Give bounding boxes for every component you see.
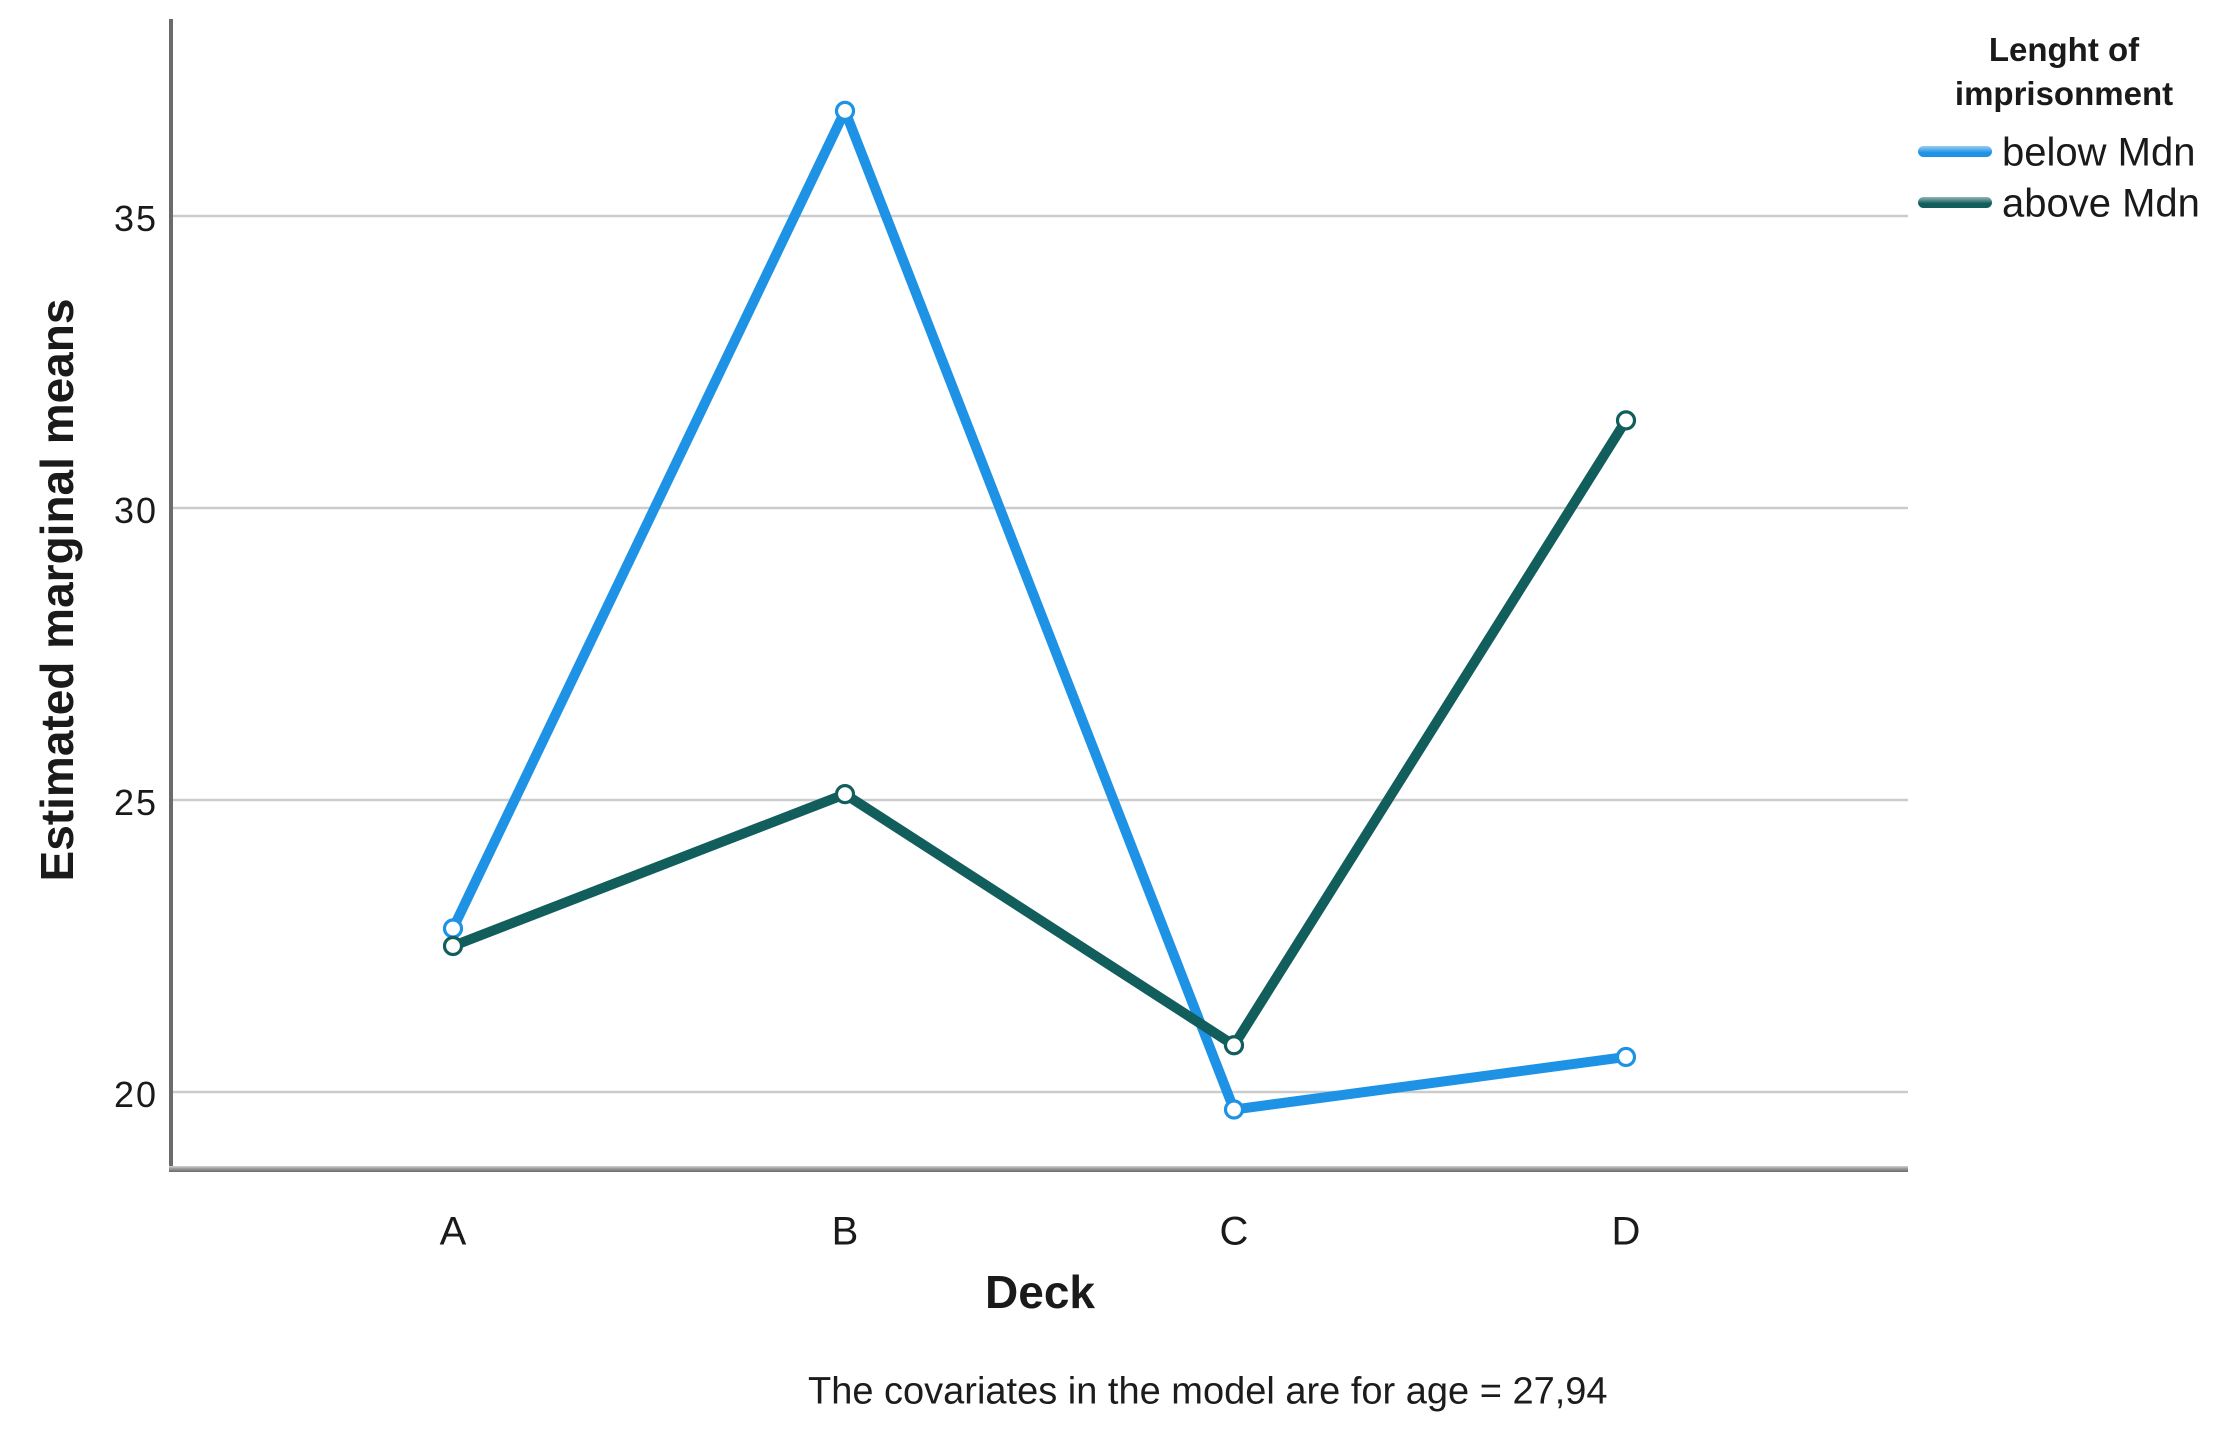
y-tick-label: 20 xyxy=(113,1074,158,1115)
data-point-marker xyxy=(834,100,856,121)
y-tick-label: 30 xyxy=(113,490,158,531)
data-point-marker xyxy=(1223,1099,1245,1120)
series-line-above-mdn xyxy=(448,415,1631,1051)
data-point-marker xyxy=(1615,1046,1637,1068)
y-axis-line xyxy=(169,19,173,1170)
data-point-marker xyxy=(834,784,856,805)
legend-swatch-below-mdn xyxy=(1918,146,1992,157)
legend: Lenght of imprisonment below Mdn above M… xyxy=(1900,0,2218,240)
data-point-marker xyxy=(1223,1035,1245,1056)
covariates-caption: The covariates in the model are for age … xyxy=(808,1370,1608,1413)
x-axis-title: Deck xyxy=(985,1266,1095,1318)
legend-swatch-above-mdn xyxy=(1918,197,1992,208)
y-tick-label: 35 xyxy=(113,198,158,239)
legend-title-line: Lenght of xyxy=(1988,31,2140,68)
x-tick-label: D xyxy=(1611,1209,1641,1254)
legend-title: Lenght of imprisonment xyxy=(1955,28,2173,116)
y-tick-label: 25 xyxy=(113,782,158,823)
x-tick-label: B xyxy=(831,1209,859,1254)
x-tick-label: C xyxy=(1219,1209,1249,1254)
x-axis-line xyxy=(169,1166,1908,1172)
data-point-marker xyxy=(1615,410,1637,431)
series-line-below-mdn xyxy=(448,105,1631,1115)
legend-title-line: imprisonment xyxy=(1954,75,2174,112)
legend-label-below-mdn: below Mdn xyxy=(2002,130,2196,175)
data-point-marker xyxy=(442,918,464,939)
legend-label-above-mdn: above Mdn xyxy=(2002,181,2200,226)
x-tick-label: A xyxy=(439,1209,467,1254)
data-point-marker xyxy=(442,935,464,957)
